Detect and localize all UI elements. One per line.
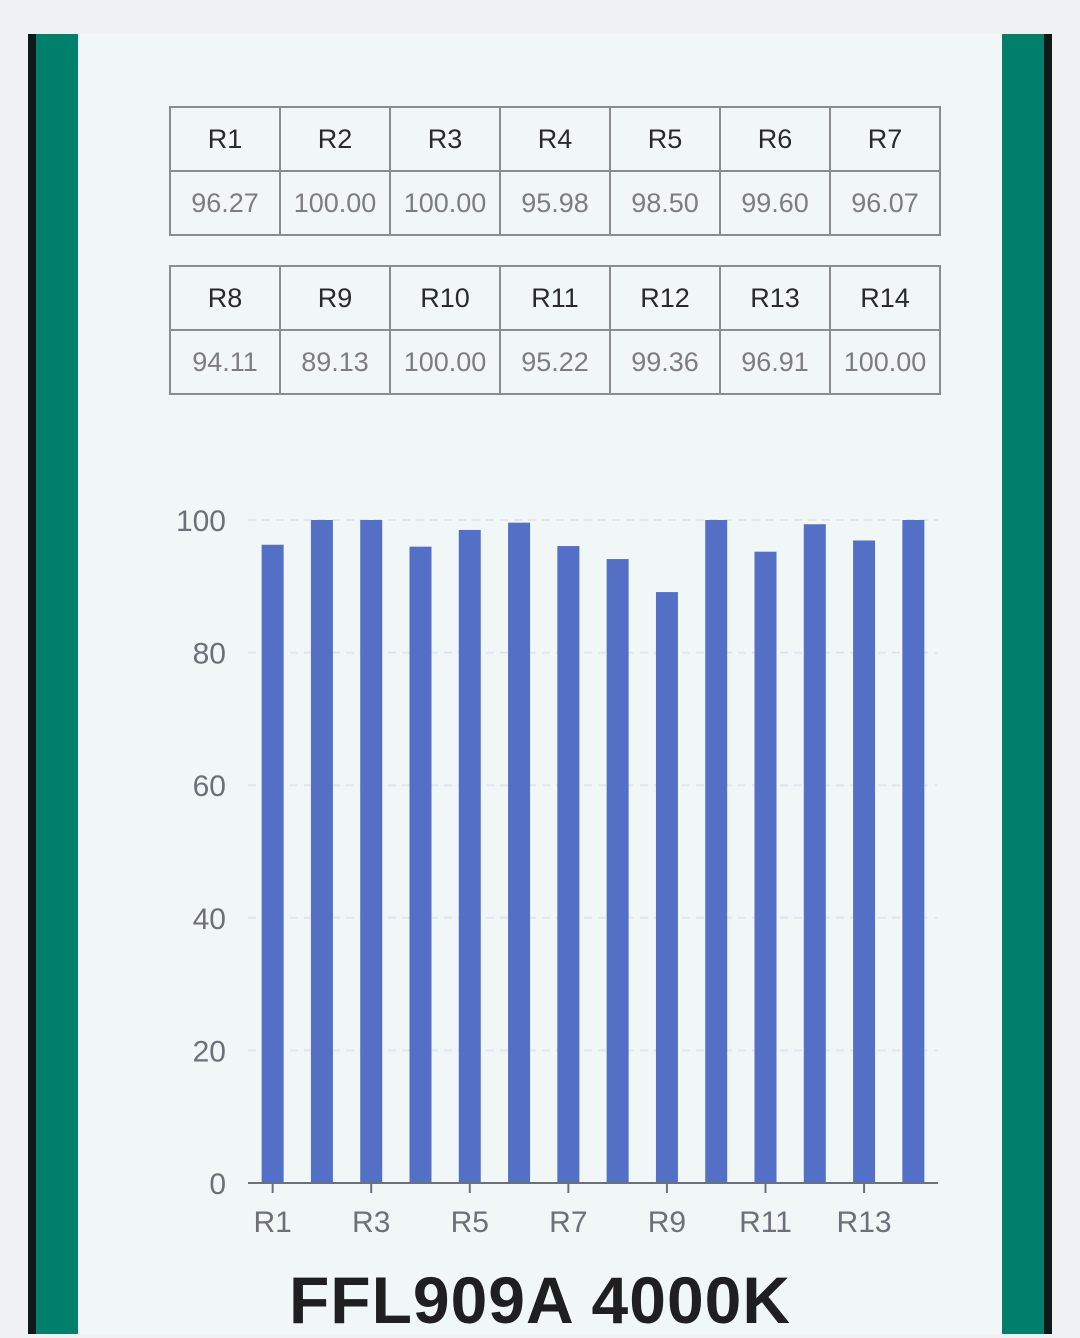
left-accent-band [36,34,78,1334]
table-header-cell: R4 [499,106,611,172]
table-header-cell: R11 [499,265,611,331]
content-panel [78,34,1002,1334]
y-tick-label: 60 [193,770,226,803]
table-value-cell: 98.50 [609,170,721,236]
bar-r12 [803,524,826,1183]
table-header-cell: R14 [829,265,941,331]
table-header-cell: R2 [279,106,391,172]
y-tick-label: 0 [209,1168,226,1201]
table-header-cell: R5 [609,106,721,172]
table-value-cell: 100.00 [829,329,941,395]
bar-r6 [508,522,531,1183]
table-value-cell: 96.27 [169,170,281,236]
bar-r5 [458,529,481,1183]
bar-r2 [310,520,333,1183]
table-header-row: R8 R9 R10 R11 R12 R13 R14 [169,265,941,331]
color-rendering-table-1: R1 R2 R3 R4 R5 R6 R7 96.27 100.00 100.00… [169,106,941,236]
table-value-cell: 89.13 [279,329,391,395]
x-tick-label: R7 [549,1206,587,1239]
x-tick-label: R1 [253,1206,291,1239]
table-header-cell: R8 [169,265,281,331]
bar-r11 [754,551,777,1183]
table-header-cell: R9 [279,265,391,331]
x-tick-label: R9 [648,1206,686,1239]
table-value-cell: 99.60 [719,170,831,236]
table-value-cell: 95.98 [499,170,611,236]
y-tick-label: 100 [176,505,226,538]
table-value-cell: 100.00 [389,170,501,236]
table-header-cell: R10 [389,265,501,331]
bar-chart: 0 20 40 60 80 100 R1 R3 R5 R7 R9 R11 R13 [176,505,938,1239]
table-header-cell: R6 [719,106,831,172]
table-value-row: 94.11 89.13 100.00 95.22 99.36 96.91 100… [169,329,941,395]
table-header-cell: R7 [829,106,941,172]
table-value-cell: 96.07 [829,170,941,236]
table-value-cell: 96.91 [719,329,831,395]
table-header-row: R1 R2 R3 R4 R5 R6 R7 [169,106,941,172]
table-header-cell: R12 [609,265,721,331]
table-header-cell: R3 [389,106,501,172]
bar-r4 [409,546,432,1183]
bar-r3 [360,520,383,1183]
bar-r1 [261,544,284,1183]
bar-r7 [557,546,580,1183]
chart-title: FFL909A 4000K [288,1263,792,1337]
x-tick-label: R5 [451,1206,489,1239]
color-rendering-table-2: R8 R9 R10 R11 R12 R13 R14 94.11 89.13 10… [169,265,941,395]
bar-r9 [655,592,678,1183]
bar-r8 [606,559,629,1183]
table-value-row: 96.27 100.00 100.00 95.98 98.50 99.60 96… [169,170,941,236]
bar-r10 [705,520,728,1183]
table-value-cell: 100.00 [389,329,501,395]
x-tick-label: R3 [352,1206,390,1239]
y-tick-label: 20 [193,1035,226,1068]
right-accent-band [1002,34,1044,1334]
y-tick-label: 40 [193,903,226,936]
table-value-cell: 95.22 [499,329,611,395]
bar-r13 [853,540,876,1183]
y-tick-label: 80 [193,638,226,671]
table-value-cell: 100.00 [279,170,391,236]
table-header-cell: R1 [169,106,281,172]
table-value-cell: 99.36 [609,329,721,395]
x-tick-label: R13 [837,1206,892,1239]
x-tick-label: R11 [739,1206,792,1239]
table-header-cell: R13 [719,265,831,331]
bar-r14 [902,520,925,1183]
table-value-cell: 94.11 [169,329,281,395]
